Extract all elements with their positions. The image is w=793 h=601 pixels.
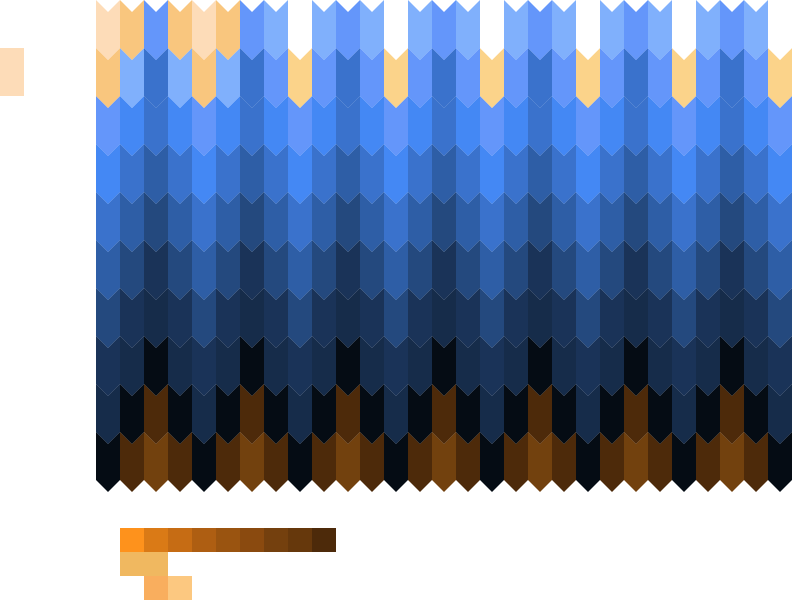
chevron-tile (648, 0, 672, 60)
color-swatch (240, 528, 264, 552)
chevron-tile (168, 0, 192, 60)
color-swatch (216, 528, 240, 552)
chevron-tile (216, 0, 240, 60)
side-tile (0, 48, 24, 96)
chevron-tile (408, 0, 432, 60)
color-swatch (144, 528, 168, 552)
chevron-tile (528, 0, 552, 60)
color-swatch (144, 576, 168, 600)
chevron-tile (360, 0, 384, 60)
chevron-tile (264, 0, 288, 60)
chevron-tile (312, 0, 336, 60)
chevron-tile (240, 0, 264, 60)
chevron-tile (480, 0, 504, 60)
chevron-tile (552, 0, 576, 60)
chevron-tile (336, 0, 360, 60)
chevron-tile (192, 0, 216, 60)
chevron-tile (288, 0, 312, 60)
color-swatch (168, 528, 192, 552)
chevron-tile (744, 0, 768, 60)
chevron-tile (576, 0, 600, 60)
chevron-tile (144, 0, 168, 60)
chevron-tile (672, 0, 696, 60)
chevron-tile (456, 0, 480, 60)
chevron-tile (720, 0, 744, 60)
color-swatch (120, 552, 144, 576)
color-swatch (288, 528, 312, 552)
chevron-tile (120, 0, 144, 60)
chevron-tile (600, 0, 624, 60)
chevron-tile (96, 0, 120, 60)
color-swatch (264, 528, 288, 552)
chevron-tile (696, 0, 720, 60)
chevron-tile-grid (96, 0, 793, 500)
chevron-tile (624, 0, 648, 60)
color-swatch (144, 552, 168, 576)
chevron-tile (504, 0, 528, 60)
chevron-tile (384, 0, 408, 60)
color-swatch (120, 528, 144, 552)
chevron-tile (768, 0, 792, 60)
color-swatch (312, 528, 336, 552)
chevron-tile (432, 0, 456, 60)
color-swatch (192, 528, 216, 552)
color-swatch (168, 576, 192, 600)
